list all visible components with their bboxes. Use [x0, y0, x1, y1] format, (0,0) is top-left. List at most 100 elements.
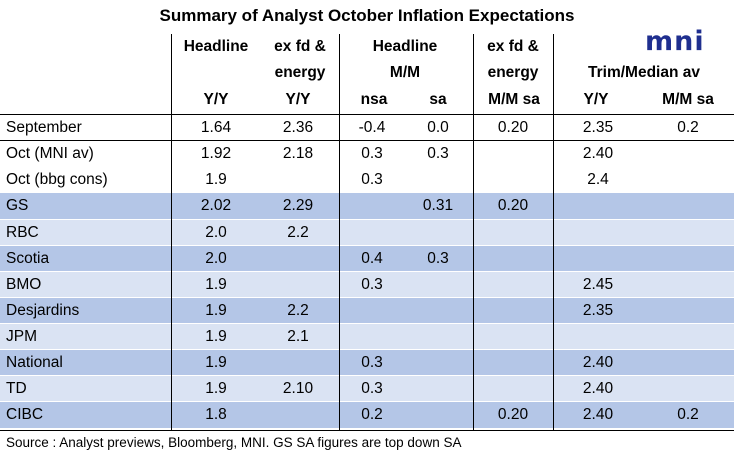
table-cell: [558, 324, 638, 350]
source-note: Source : Analyst previews, Bloomberg, MN…: [6, 435, 462, 450]
table-cell: 1.64: [200, 119, 232, 136]
table-row: JPM 1.9 2.1: [0, 323, 734, 350]
table-cell: [398, 220, 478, 246]
subheader-sa: sa: [429, 91, 447, 108]
table-cell: 0.31: [422, 197, 454, 214]
table-cell: 0.2: [361, 406, 383, 423]
table-cell: [258, 167, 338, 193]
table-row: CIBC 1.8 0.2 0.20 2.40 0.2: [0, 401, 734, 428]
table-cell: [648, 350, 728, 376]
table-cell: [258, 246, 338, 272]
table-cell: 2.35: [582, 302, 614, 319]
table-cell: 2.0: [205, 250, 227, 267]
table-cell: [648, 141, 728, 167]
table-row: GS 2.02 2.29 0.31 0.20: [0, 193, 734, 219]
table-cell: [473, 220, 553, 246]
table-cell: 0.20: [497, 119, 529, 136]
table-row: TD 1.9 2.10 0.3 2.40: [0, 375, 734, 402]
column-divider-3: [473, 34, 474, 430]
row-label: September: [6, 119, 82, 136]
table-cell: 2.1: [287, 328, 309, 345]
table-cell: [398, 324, 478, 350]
header-headline: Headline: [183, 38, 249, 55]
table-cell: 2.10: [282, 380, 314, 397]
table-cell: 2.36: [282, 119, 314, 136]
table-cell: [558, 246, 638, 272]
table-cell: 1.9: [205, 380, 227, 397]
table-cell: 2.0: [205, 224, 227, 241]
september-divider: [0, 140, 734, 141]
mni-logo: mni: [645, 26, 705, 57]
table-cell: [473, 246, 553, 272]
table-cell: [558, 220, 638, 246]
row-label: TD: [6, 380, 27, 397]
header-mm: M/M: [389, 64, 421, 81]
table-cell: 0.3: [361, 380, 383, 397]
header-trim-median: Trim/Median av: [588, 64, 700, 81]
table-cell: [558, 193, 638, 219]
table-cell: [258, 272, 338, 298]
table-cell: [258, 350, 338, 376]
header-exfd-1: ex fd &: [274, 38, 326, 55]
table-cell: [398, 272, 478, 298]
table-row: Oct (MNI av) 1.92 2.18 0.3 0.3 2.40: [0, 141, 734, 167]
header-energy-2: energy: [487, 64, 539, 81]
table-cell: 2.4: [587, 171, 609, 188]
table-cell: 1.9: [205, 171, 227, 188]
table-bottom: [0, 430, 734, 431]
table-cell: [473, 167, 553, 193]
row-label: JPM: [6, 328, 37, 345]
row-label: BMO: [6, 276, 42, 293]
table-cell: 2.2: [287, 302, 309, 319]
row-label: National: [6, 354, 63, 371]
row-label: Oct (bbg cons): [6, 171, 108, 188]
table-cell: 1.9: [205, 354, 227, 371]
table-cell: [648, 376, 728, 402]
table-cell: 2.02: [200, 197, 232, 214]
table-cell: -0.4: [358, 119, 386, 136]
header-headline-mm: Headline: [372, 38, 438, 55]
table-row: Desjardins 1.9 2.2 2.35: [0, 297, 734, 324]
table-cell: [473, 272, 553, 298]
table-cell: 0.3: [427, 145, 449, 162]
table-cell: [648, 324, 728, 350]
table-cell: 2.35: [582, 119, 614, 136]
row-label: Oct (MNI av): [6, 145, 94, 162]
table-cell: 0.0: [427, 119, 449, 136]
table-cell: [648, 220, 728, 246]
row-label: Scotia: [6, 250, 50, 267]
table-cell: 0.3: [361, 354, 383, 371]
table-row: Oct (bbg cons) 1.9 0.3 2.4: [0, 167, 734, 193]
subheader-exfd-yy: Y/Y: [285, 91, 311, 108]
subheader-trim-mmsa: M/M sa: [662, 91, 714, 108]
table-row: Scotia 2.0 0.4 0.3: [0, 245, 734, 272]
table-cell: [648, 167, 728, 193]
table-cell: [648, 246, 728, 272]
table-cell: [258, 402, 338, 428]
header-exfd-2: ex fd &: [487, 38, 539, 55]
table-cell: 2.2: [287, 224, 309, 241]
table-cell: 2.40: [582, 406, 614, 423]
column-divider-1: [171, 34, 172, 430]
table-cell: [473, 141, 553, 167]
table-cell: [473, 350, 553, 376]
table-cell: 0.3: [427, 250, 449, 267]
column-divider-2: [339, 34, 340, 430]
table-cell: 0.2: [677, 119, 699, 136]
row-label: RBC: [6, 224, 39, 241]
header-divider: [0, 114, 734, 115]
table-cell: 0.20: [497, 406, 529, 423]
table-cell: 1.92: [200, 145, 232, 162]
table-cell: 2.40: [582, 145, 614, 162]
table-cell: [398, 376, 478, 402]
table-cell: 0.3: [361, 276, 383, 293]
table-row: BMO 1.9 0.3 2.45: [0, 271, 734, 298]
table-cell: 2.29: [282, 197, 314, 214]
subheader-headline-yy: Y/Y: [203, 91, 229, 108]
row-label: GS: [6, 197, 29, 214]
table-cell: [648, 272, 728, 298]
row-label: Desjardins: [6, 302, 80, 319]
subheader-trim-yy: Y/Y: [583, 91, 609, 108]
table-cell: 0.2: [677, 406, 699, 423]
table-row: September 1.64 2.36 -0.4 0.0 0.20 2.35 0.2: [0, 115, 734, 141]
